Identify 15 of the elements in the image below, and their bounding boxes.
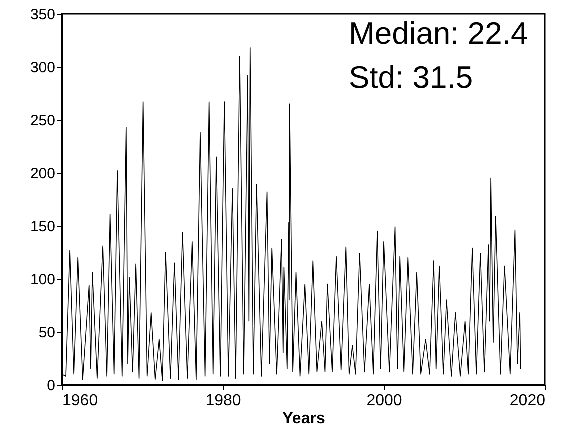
x-tick-label: 1960 (62, 392, 98, 410)
x-tick-label: 1980 (206, 392, 242, 410)
x-tick-label: 2000 (366, 392, 402, 410)
y-tick-label: 0 (47, 378, 56, 394)
y-tick-label: 50 (38, 324, 56, 342)
y-tick-label: 300 (30, 60, 56, 76)
annotation: Median: 22.4 (349, 16, 528, 51)
y-tick-label: 350 (30, 6, 56, 24)
annotation: Std: 31.5 (349, 60, 474, 95)
x-axis-title: Years (282, 410, 326, 428)
x-tick-label: 2020 (510, 392, 546, 410)
y-tick-label: 250 (30, 112, 56, 130)
y-tick-label: 150 (30, 218, 56, 236)
y-tick-label: 100 (30, 272, 56, 288)
y-tick-label: 200 (30, 166, 56, 182)
